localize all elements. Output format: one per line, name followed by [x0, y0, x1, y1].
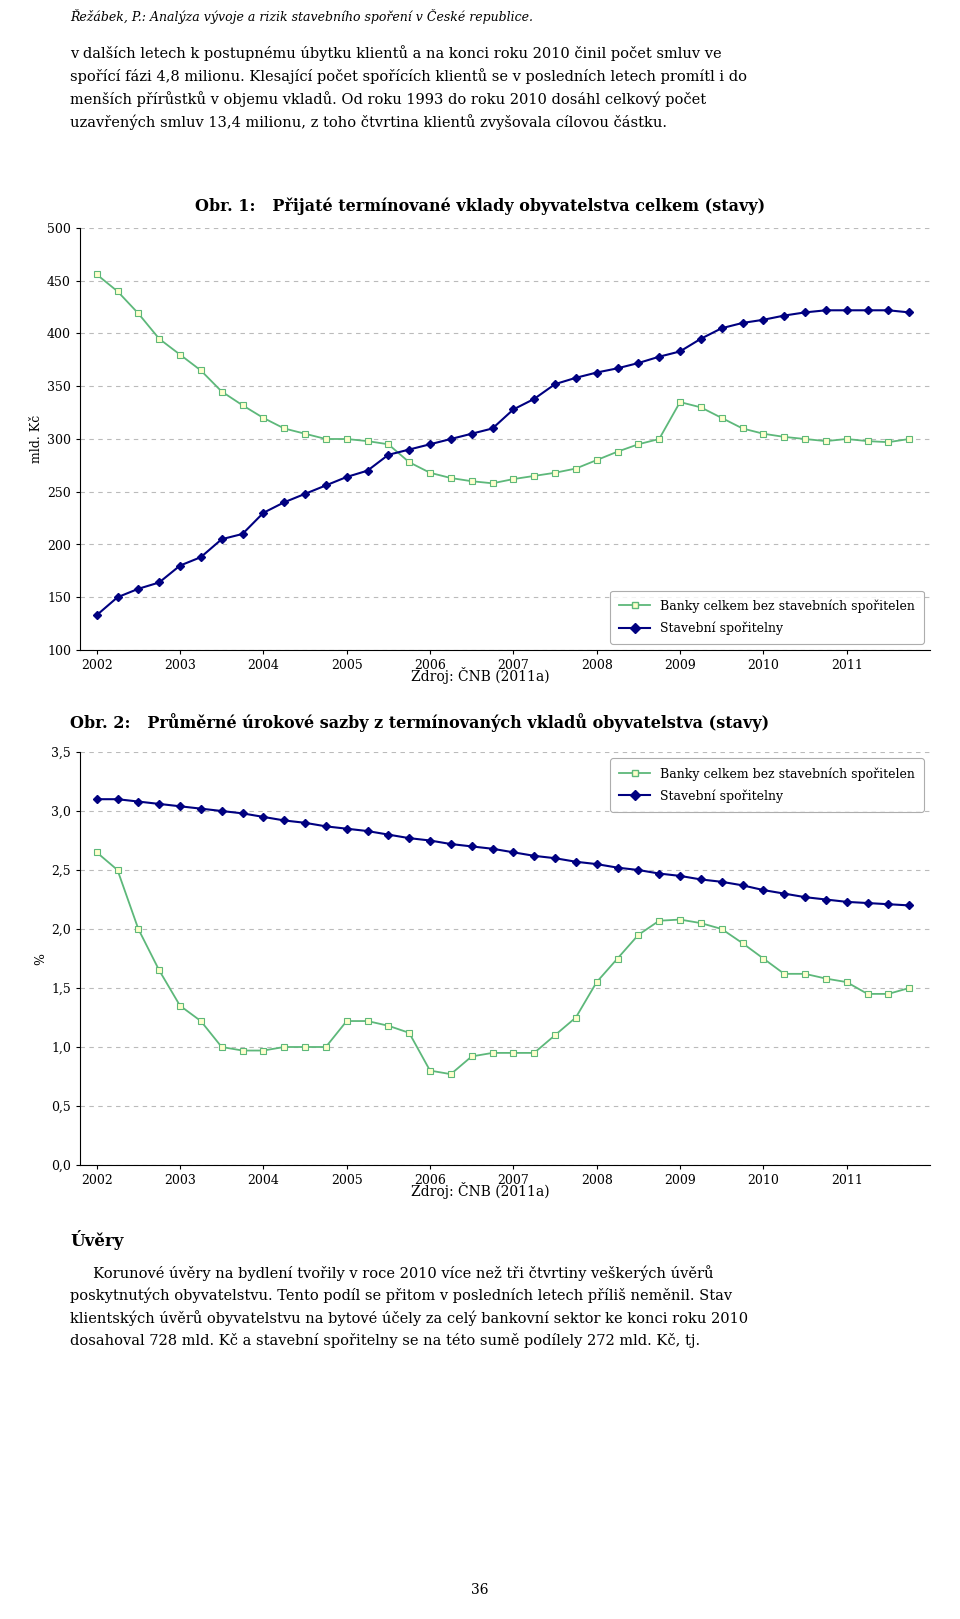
Y-axis label: mld. Kč: mld. Kč: [30, 414, 43, 463]
Legend: Banky celkem bez stavebních spořitelen, Stavební spořitelny: Banky celkem bez stavebních spořitelen, …: [611, 591, 924, 644]
Text: 36: 36: [471, 1583, 489, 1596]
Text: Obr. 2:   Průměrné úrokové sazby z termínovaných vkladů obyvatelstva (stavy): Obr. 2: Průměrné úrokové sazby z termíno…: [70, 712, 769, 732]
Text: Obr. 1:   Přijaté termínované vklady obyvatelstva celkem (stavy): Obr. 1: Přijaté termínované vklady obyva…: [195, 198, 765, 215]
Text: Zdroj: ČNB (2011a): Zdroj: ČNB (2011a): [411, 1182, 549, 1198]
Text: Úvěry: Úvěry: [70, 1230, 124, 1250]
Text: Řežábek, P.: Analýza vývoje a rizik stavebního spoření v České republice.: Řežábek, P.: Analýza vývoje a rizik stav…: [70, 8, 533, 24]
Y-axis label: %: %: [34, 952, 47, 965]
Legend: Banky celkem bez stavebních spořitelen, Stavební spořitelny: Banky celkem bez stavebních spořitelen, …: [611, 758, 924, 811]
Text: Zdroj: ČNB (2011a): Zdroj: ČNB (2011a): [411, 667, 549, 683]
Text: Korunové úvěry na bydlení tvořily v roce 2010 více než tři čtvrtiny veškerých úv: Korunové úvěry na bydlení tvořily v roce…: [70, 1264, 748, 1347]
Text: v dalších letech k postupnému úbytku klientů a na konci roku 2010 činil počet sm: v dalších letech k postupnému úbytku kli…: [70, 45, 747, 130]
